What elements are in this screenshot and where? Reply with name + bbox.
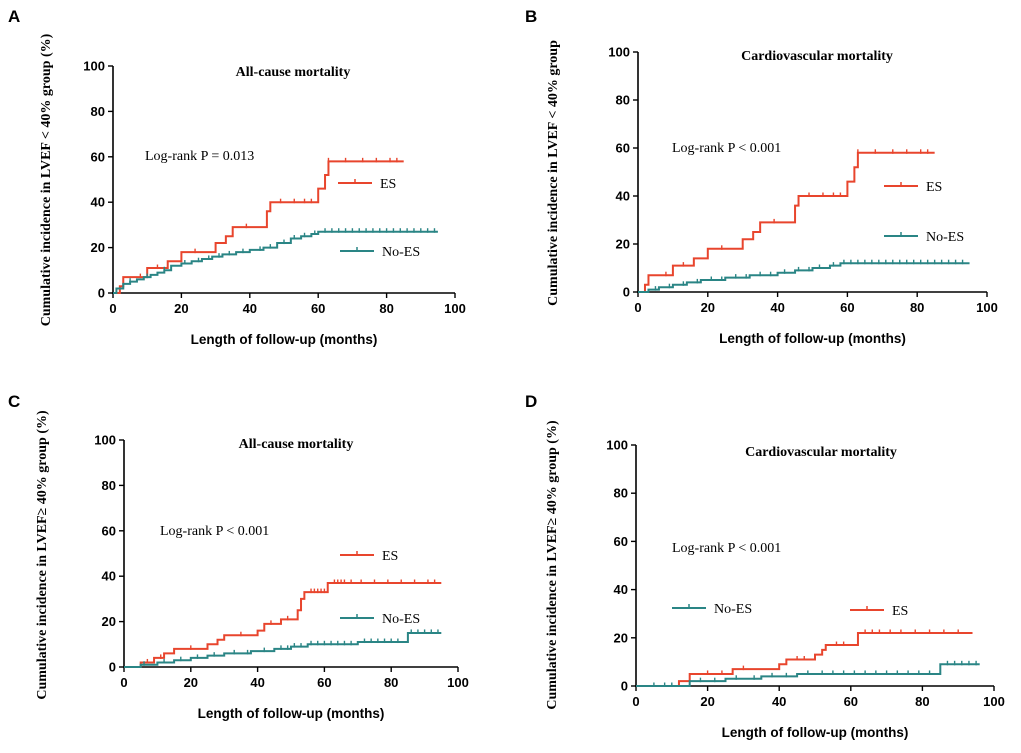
y-axis-label: Cumulative incidence in LVEF≥ 40% group … (35, 410, 50, 700)
x-tick-label: 80 (384, 675, 398, 690)
series-line-no-es (638, 262, 970, 293)
chart-title: All-cause mortality (236, 65, 351, 80)
series-line-no-es (124, 631, 442, 668)
legend-label-no-es: No-ES (382, 245, 420, 260)
x-tick-label: 0 (632, 694, 639, 709)
x-tick-label: 40 (243, 301, 257, 316)
y-tick-label: 40 (91, 195, 105, 210)
y-tick-label: 20 (616, 237, 630, 252)
panel-A: A 0 20 40 60 80 100 0 20 40 60 80 100 Length of follo… (8, 7, 466, 347)
y-tick-label: 40 (616, 189, 630, 204)
x-tick-label: 0 (109, 301, 116, 316)
y-tick-label: 80 (102, 478, 116, 493)
y-tick-label: 20 (102, 614, 116, 629)
panel-B: B 0 20 40 60 80 100 0 20 40 60 80 100 Length of follo… (525, 7, 998, 346)
legend-label-es: ES (380, 177, 396, 192)
x-tick-label: 0 (120, 675, 127, 690)
legend-label-no-es: No-ES (926, 230, 964, 245)
x-tick-label: 20 (701, 300, 715, 315)
x-tick-label: 0 (634, 300, 641, 315)
legend-label-es: ES (926, 180, 942, 195)
log-rank-annotation: Log-rank P < 0.001 (160, 524, 269, 539)
chart-title: Cardiovascular mortality (741, 49, 893, 64)
y-tick-label: 100 (83, 59, 105, 74)
series-line-no-es (113, 230, 438, 294)
y-tick-label: 80 (616, 93, 630, 108)
y-tick-label: 60 (614, 534, 628, 549)
x-tick-label: 100 (976, 300, 998, 315)
x-axis-label: Length of follow-up (months) (191, 332, 378, 347)
y-tick-label: 0 (621, 679, 628, 694)
y-axis-label: Cumulative incidence in LVEF≥ 40% group … (545, 420, 560, 710)
x-axis-label: Length of follow-up (months) (198, 706, 385, 721)
x-tick-label: 20 (700, 694, 714, 709)
legend-label-es: ES (892, 604, 908, 619)
y-tick-label: 80 (91, 104, 105, 119)
x-tick-label: 100 (444, 301, 466, 316)
panel-letter: B (525, 7, 537, 26)
y-tick-label: 60 (91, 149, 105, 164)
panel-letter: C (8, 392, 20, 411)
legend-label-es: ES (382, 549, 398, 564)
log-rank-annotation: Log-rank P = 0.013 (145, 149, 254, 164)
y-tick-label: 0 (623, 285, 630, 300)
panel-letter: D (525, 392, 537, 411)
x-tick-label: 60 (311, 301, 325, 316)
log-rank-annotation: Log-rank P < 0.001 (672, 541, 781, 556)
x-axis-label: Length of follow-up (months) (722, 725, 909, 740)
series-line-es (113, 160, 404, 294)
series-line-es (636, 631, 973, 687)
chart-title: Cardiovascular mortality (745, 445, 897, 460)
y-axis-label: Cumulative incidence in LVEF < 40% group… (39, 33, 54, 326)
series-line-no-es (636, 663, 980, 687)
y-tick-label: 0 (109, 660, 116, 675)
x-tick-label: 40 (772, 694, 786, 709)
y-tick-label: 20 (614, 630, 628, 645)
x-tick-label: 80 (910, 300, 924, 315)
x-tick-label: 60 (317, 675, 331, 690)
x-tick-label: 60 (840, 300, 854, 315)
series-line-es (638, 151, 935, 293)
x-tick-label: 80 (379, 301, 393, 316)
x-tick-label: 60 (844, 694, 858, 709)
y-tick-label: 80 (614, 486, 628, 501)
y-tick-label: 40 (614, 582, 628, 597)
x-tick-label: 100 (983, 694, 1005, 709)
panel-C: C 0 20 40 60 80 100 0 20 40 60 80 100 Length of follo… (8, 392, 469, 721)
y-tick-label: 100 (94, 433, 116, 448)
log-rank-annotation: Log-rank P < 0.001 (672, 141, 781, 156)
panel-letter: A (8, 7, 20, 26)
panel-D: D 0 20 40 60 80 100 0 20 40 60 80 100 Length of follo… (525, 392, 1005, 740)
x-tick-label: 20 (174, 301, 188, 316)
legend-label-no-es: No-ES (714, 602, 752, 617)
y-tick-label: 40 (102, 569, 116, 584)
y-tick-label: 0 (98, 286, 105, 301)
x-tick-label: 20 (184, 675, 198, 690)
y-tick-label: 60 (102, 523, 116, 538)
legend-label-no-es: No-ES (382, 612, 420, 627)
x-axis-label: Length of follow-up (months) (719, 331, 906, 346)
y-tick-label: 100 (606, 438, 628, 453)
x-tick-label: 80 (915, 694, 929, 709)
chart-title: All-cause mortality (239, 437, 354, 452)
x-tick-label: 100 (447, 675, 469, 690)
y-tick-label: 60 (616, 141, 630, 156)
x-tick-label: 40 (770, 300, 784, 315)
y-axis-label: Cumulative incidence in LVEF < 40% group (546, 40, 561, 306)
y-tick-label: 100 (608, 45, 630, 60)
y-tick-label: 20 (91, 240, 105, 255)
x-tick-label: 40 (250, 675, 264, 690)
